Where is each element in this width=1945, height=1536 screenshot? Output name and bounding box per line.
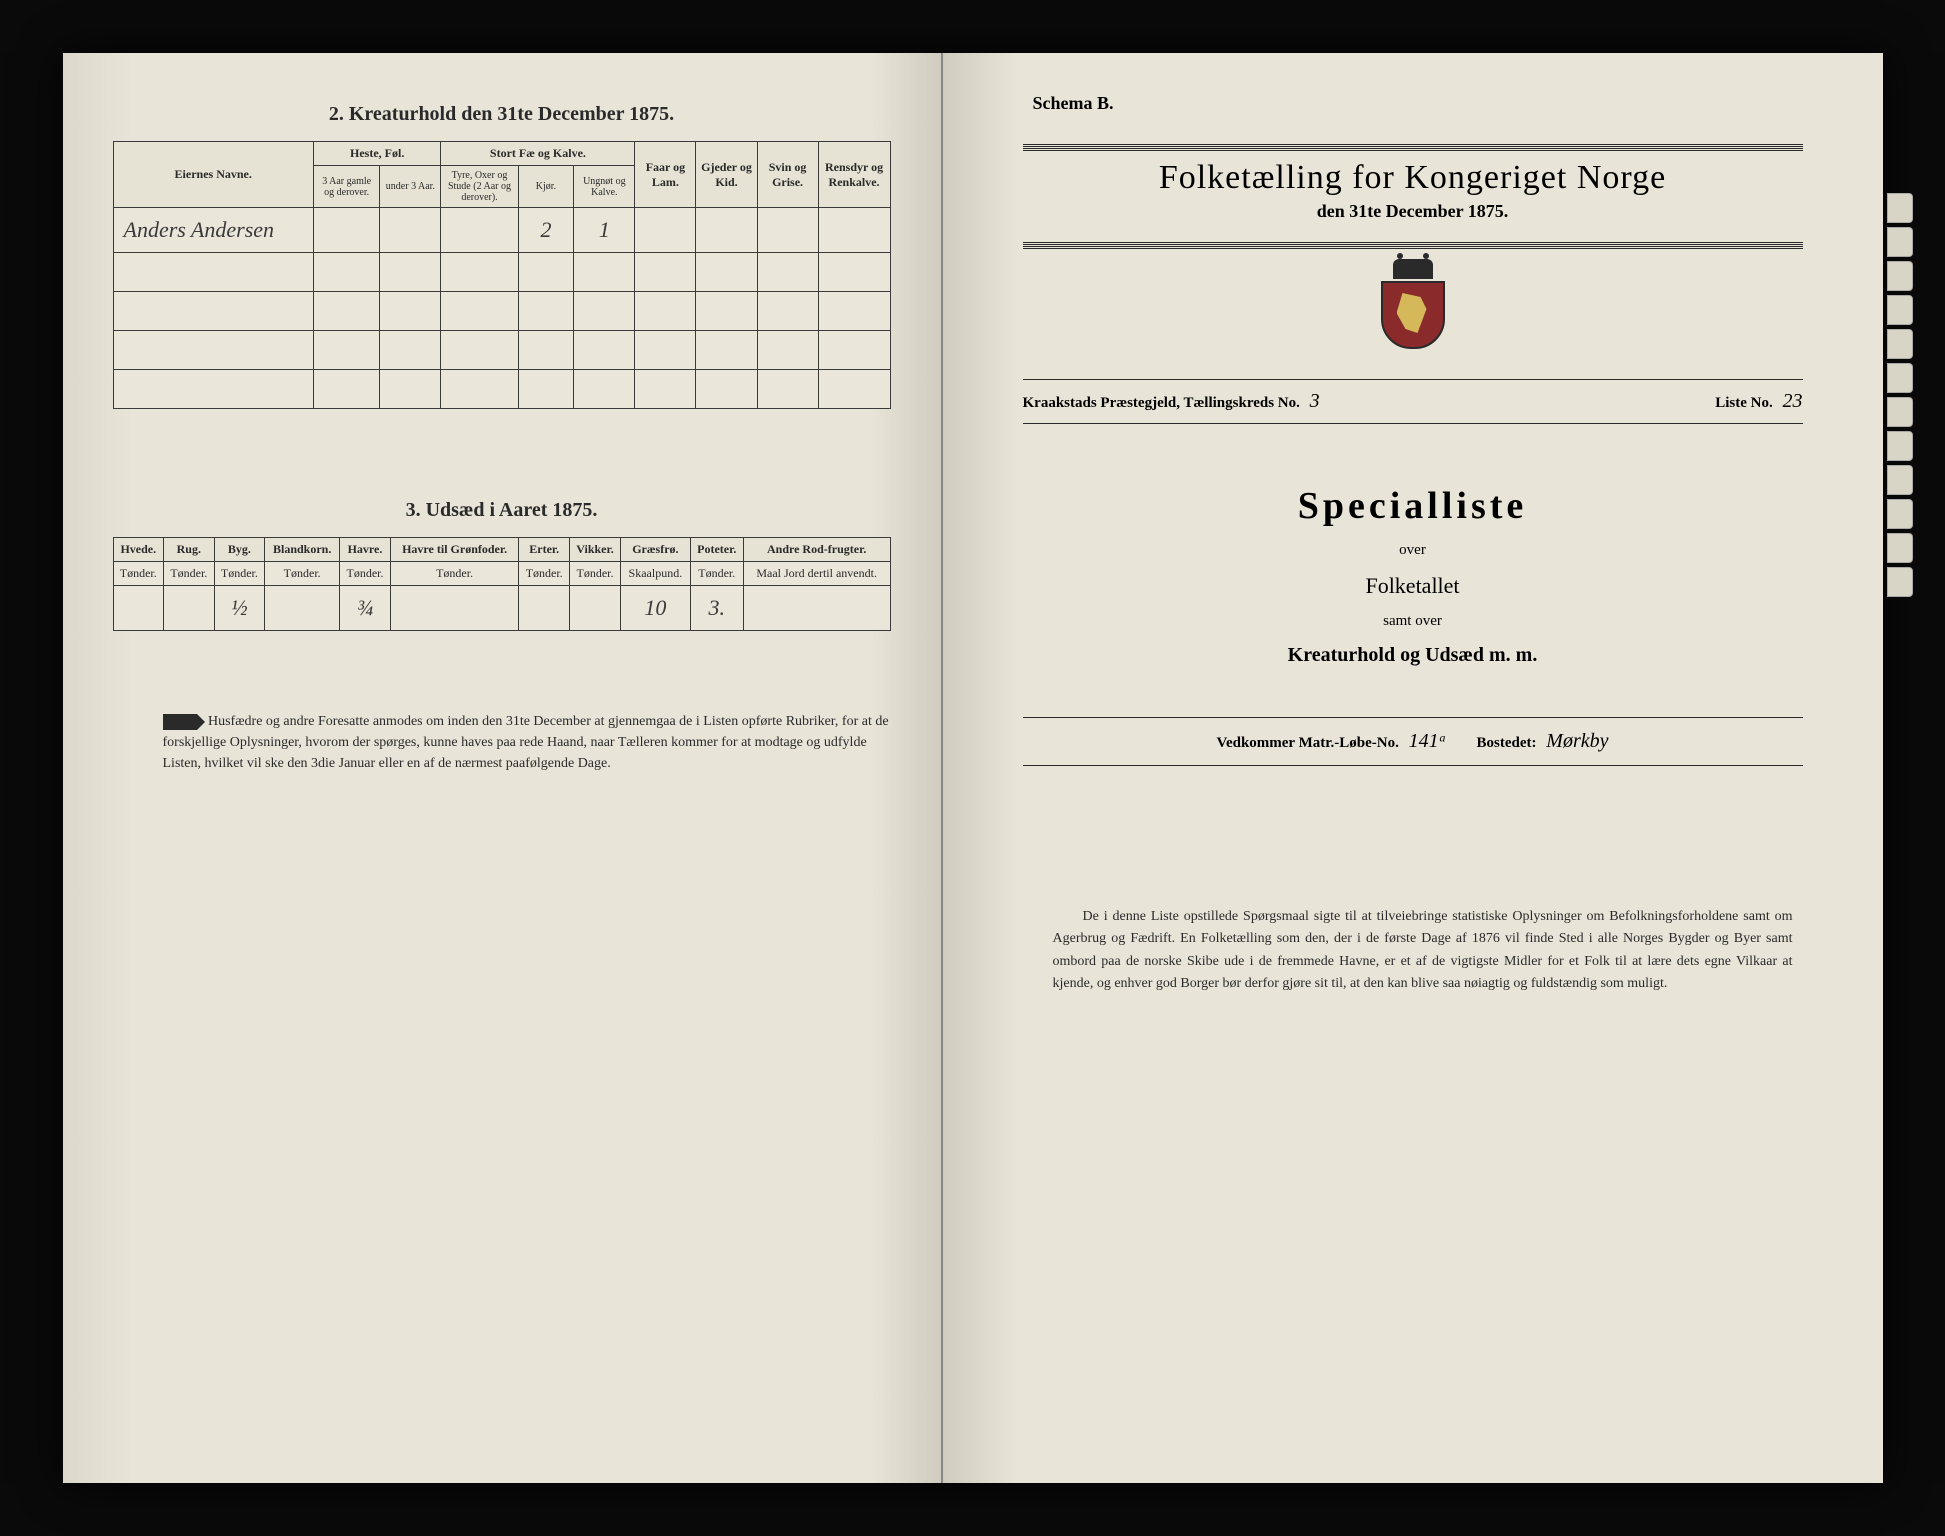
index-tab[interactable] [1887,533,1913,563]
seed-table: Hvede. Rug. Byg. Blandkorn. Havre. Havre… [113,537,891,631]
right-page: Schema B. Folketælling for Kongeriget No… [943,53,1883,1483]
right-footnote: De i denne Liste opstillede Spørgsmaal s… [1053,906,1793,996]
seed-header-row: Hvede. Rug. Byg. Blandkorn. Havre. Havre… [113,538,890,562]
col-erter: Erter. [519,538,570,562]
liste-no: 23 [1783,390,1803,412]
bostedet-label: Bostedet: [1477,735,1537,751]
col-hvede: Hvede. [113,538,164,562]
rule-top [1023,144,1803,151]
group-svin: Svin og Grise. [757,142,818,208]
table-row [113,253,890,292]
schema-label: Schema B. [1033,93,1833,114]
main-title: Folketælling for Kongeriget Norge [993,159,1833,197]
group-gjeder: Gjeder og Kid. [696,142,757,208]
byg-cell: ½ [214,586,265,631]
left-page: 2. Kreaturhold den 31te December 1875. E… [63,53,943,1483]
specialliste-title: Specialliste [993,484,1833,528]
sub-h1: 3 Aar gamle og derover. [313,166,379,208]
seed-unit-row: Tønder. Tønder. Tønder. Tønder. Tønder. … [113,562,890,586]
index-tab[interactable] [1887,227,1913,257]
group-ren: Rensdyr og Renkalve. [818,142,890,208]
matr-no: 141ᵃ [1409,730,1447,752]
index-tab[interactable] [1887,567,1913,597]
coat-of-arms-icon [1378,259,1448,349]
table-row [113,370,890,409]
index-tab[interactable] [1887,397,1913,427]
index-tab[interactable] [1887,193,1913,223]
owner-header: Eiernes Navne. [113,142,313,208]
table3-title: 3. Udsæd i Aaret 1875. [113,499,891,522]
index-tab[interactable] [1887,295,1913,325]
kreatur-label: Kreaturhold og Udsæd m. m. [993,644,1833,667]
col-byg: Byg. [214,538,265,562]
date-line: den 31te December 1875. [993,201,1833,222]
col-vikker: Vikker. [569,538,620,562]
col-rug: Rug. [164,538,215,562]
table-row: ½ ¾ 10 3. [113,586,890,631]
table-row: Anders Andersen 2 1 [113,208,890,253]
table2-title: 2. Kreaturhold den 31te December 1875. [113,103,891,126]
table-row [113,331,890,370]
owner-cell: Anders Andersen [113,208,313,253]
liste-label: Liste No. [1715,395,1773,411]
index-tab[interactable] [1887,465,1913,495]
matr-line: Vedkommer Matr.-Løbe-No. 141ᵃ Bostedet: … [1023,717,1803,766]
group-faar: Faar og Lam. [635,142,696,208]
col-blandkorn: Blandkorn. [265,538,340,562]
havre-cell: ¾ [340,586,391,631]
pointer-icon [163,714,197,730]
sub-s1: Tyre, Oxer og Stude (2 Aar og derover). [441,166,518,208]
kjor-cell: 2 [518,208,574,253]
footnote-text: Husfædre og andre Foresatte anmodes om i… [163,714,889,771]
group-heste: Heste, Føl. [313,142,441,166]
livestock-table: Eiernes Navne. Heste, Føl. Stort Fæ og K… [113,141,891,409]
col-havregron: Havre til Grønfoder. [390,538,519,562]
over-label: over [993,542,1833,559]
census-book: 2. Kreaturhold den 31te December 1875. E… [63,53,1883,1483]
kreds-no: 3 [1310,390,1320,412]
bostedet-value: Mørkby [1546,730,1608,752]
matr-label: Vedkommer Matr.-Løbe-No. [1216,735,1398,751]
sub-s2: Kjør. [518,166,574,208]
ung-cell: 1 [574,208,635,253]
index-tab[interactable] [1887,431,1913,461]
col-graes: Græsfrø. [621,538,691,562]
graes-cell: 10 [621,586,691,631]
parish-line: Kraakstads Præstegjeld, Tællingskreds No… [1023,379,1803,424]
index-tab[interactable] [1887,363,1913,393]
samt-label: samt over [993,613,1833,630]
poteter-cell: 3. [690,586,743,631]
table-row [113,292,890,331]
index-tab[interactable] [1887,499,1913,529]
left-footnote: Husfædre og andre Foresatte anmodes om i… [113,711,891,774]
rule-under-title [1023,242,1803,249]
col-rodfrugter: Andre Rod-frugter. [743,538,890,562]
sub-s3: Ungnøt og Kalve. [574,166,635,208]
index-tab[interactable] [1887,261,1913,291]
parish-label: Kraakstads Præstegjeld, Tællingskreds No… [1023,395,1300,411]
group-stort: Stort Fæ og Kalve. [441,142,635,166]
page-tabs [1887,193,1913,601]
sub-h2: under 3 Aar. [380,166,441,208]
col-havre: Havre. [340,538,391,562]
folketallet-label: Folketallet [993,573,1833,599]
index-tab[interactable] [1887,329,1913,359]
col-poteter: Poteter. [690,538,743,562]
